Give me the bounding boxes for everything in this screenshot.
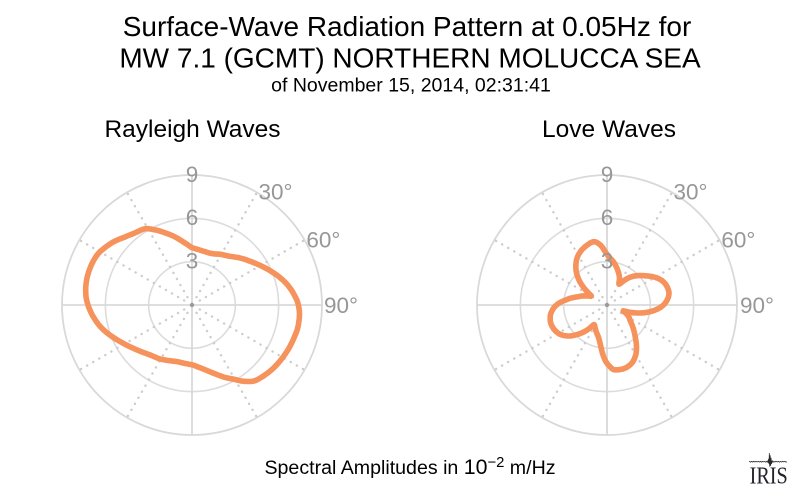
- svg-text:6: 6: [601, 205, 614, 230]
- svg-text:6: 6: [186, 205, 199, 230]
- svg-text:3: 3: [601, 249, 614, 274]
- svg-text:IRIS: IRIS: [750, 463, 788, 490]
- svg-text:9: 9: [601, 162, 614, 187]
- svg-text:30°: 30°: [674, 180, 708, 205]
- svg-text:90°: 90°: [740, 293, 774, 318]
- svg-text:9: 9: [186, 162, 199, 187]
- svg-text:60°: 60°: [721, 228, 755, 253]
- svg-text:Rayleigh Waves: Rayleigh Waves: [104, 116, 280, 143]
- svg-text:Surface-Wave Radiation Pattern: Surface-Wave Radiation Pattern at 0.05Hz…: [123, 11, 692, 42]
- svg-text:90°: 90°: [324, 293, 358, 318]
- svg-text:30°: 30°: [259, 180, 293, 205]
- svg-text:3: 3: [186, 249, 199, 274]
- svg-text:Spectral Amplitudes in 10−2 m/: Spectral Amplitudes in 10−2 m/Hz: [264, 455, 555, 479]
- svg-text:Love Waves: Love Waves: [542, 116, 676, 143]
- svg-text:of November 15, 2014, 02:31:41: of November 15, 2014, 02:31:41: [271, 75, 551, 97]
- svg-text:60°: 60°: [306, 228, 340, 253]
- svg-text:MW 7.1 (GCMT) NORTHERN MOLUCCA: MW 7.1 (GCMT) NORTHERN MOLUCCA SEA: [119, 43, 701, 74]
